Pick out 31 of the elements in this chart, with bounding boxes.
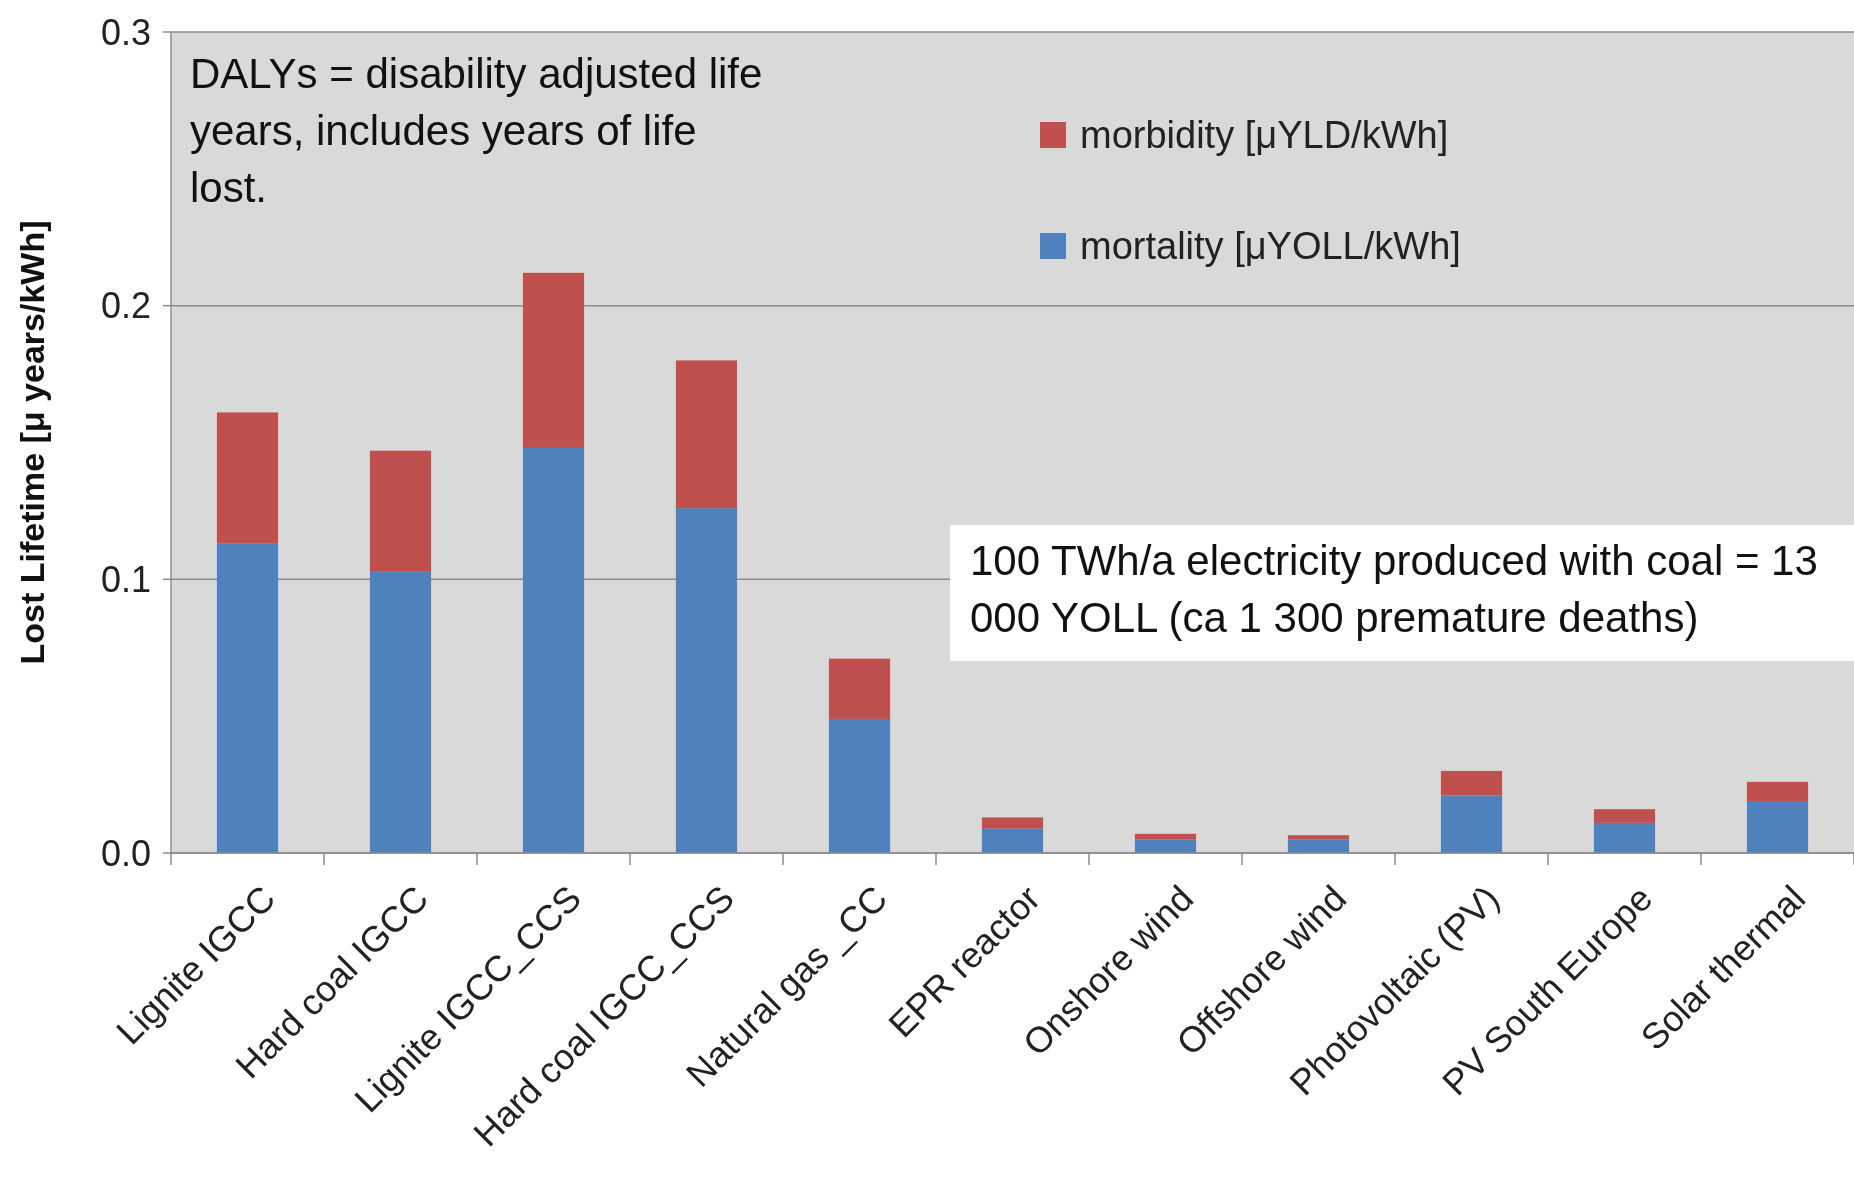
annotation: DALYs = disability adjusted life years, includes years of life lost. [190, 50, 763, 211]
bar [1287, 839, 1350, 853]
y-tick-label: 0.0 [100, 832, 151, 874]
y-tick-label: 0.2 [100, 285, 151, 327]
annotation: 100 TWh/a electricity produced with coal = 13 000 YOLL (ca 1 300 premature deaths) [970, 537, 1818, 641]
y-tick-label: 0.1 [100, 558, 151, 600]
bar [216, 412, 279, 544]
bar [1287, 835, 1350, 840]
bar [675, 360, 738, 509]
bar [1440, 795, 1503, 853]
bar [1746, 781, 1809, 801]
bar [216, 543, 279, 853]
bar [675, 508, 738, 853]
bar [1440, 770, 1503, 796]
bar [1746, 801, 1809, 853]
bar [828, 658, 891, 719]
legend-label: morbidity [μYLD/kWh] [1080, 114, 1449, 157]
bar [1593, 809, 1656, 823]
bar [522, 272, 585, 448]
y-axis-title: Lost Lifetime [μ years/kWh] [13, 220, 51, 665]
legend-label: mortality [μYOLL/kWh] [1080, 225, 1461, 268]
bar [1134, 839, 1197, 853]
bar [1593, 822, 1656, 853]
y-tick-label: 0.3 [100, 11, 151, 53]
bar [1134, 833, 1197, 840]
bar [828, 718, 891, 853]
bar [522, 447, 585, 853]
bar [369, 571, 432, 853]
bar [981, 817, 1044, 829]
bar [369, 450, 432, 572]
bar [981, 828, 1044, 853]
